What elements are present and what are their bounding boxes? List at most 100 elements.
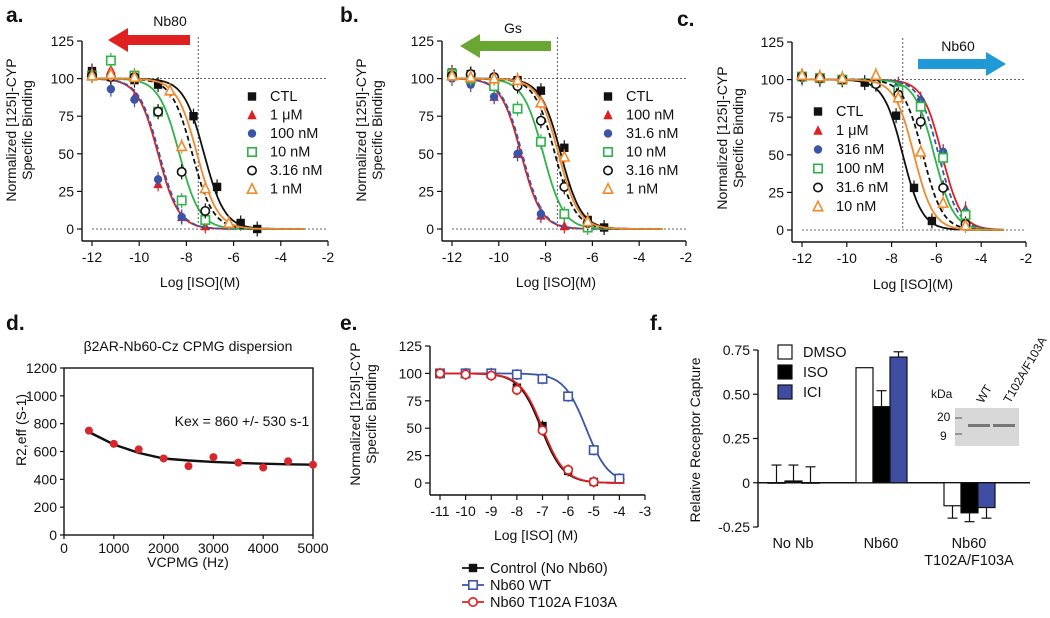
panel-c-series-3-point-5 [915,101,926,112]
panel-e-xtick-label: -4 [613,503,626,519]
panel-a-legend-marker-2 [247,129,257,138]
panel-b-series-5-point-2 [488,71,501,84]
panel-f-bar-0-0 [767,482,786,484]
panel-f-category-label-1: Nb60 [864,536,899,552]
panel-c-xlabel: Log [ISO](M) [873,276,953,292]
panel-a-series-4-point-5 [200,205,211,216]
panel-c-legend-marker-4 [812,182,823,193]
panel-a-xtick-label: -12 [82,249,102,265]
panel-c-series-5-point-2 [836,71,849,84]
panel-c-series-5-point-0 [796,68,808,81]
panel-b-legend-label-1: 100 nM [626,108,674,124]
panel-c-xtick-label: -12 [792,250,812,266]
panel-c-xtick-label: -4 [975,250,988,266]
panel-f-legend-swatch-1 [777,364,793,380]
panel-b-series-4-point-4 [535,115,546,126]
panel-b-xtick-label: -4 [633,249,646,265]
panel-d-point-9 [309,460,317,469]
panel-f-bar-1-2 [889,356,908,484]
panel-b-ytick-label: 125 [411,33,435,49]
panel-b-curve-5 [452,77,663,230]
panel-a-series-0-point-5 [212,182,222,192]
panel-a-series-0-point-4 [189,112,198,121]
panel-e-ytick-label: 50 [406,420,422,436]
panel-b-xtick-label: -2 [680,249,693,265]
panel-b-series-2-point-4 [536,209,546,219]
blot-kda-label: kDa [931,387,953,401]
panel-c-legend-label-1: 1 μM [836,123,869,139]
panel-e-series-2-point-0 [434,368,445,379]
panel-c-legend-label-2: 316 nM [836,142,884,158]
panel-c-legend-marker-0 [813,107,823,116]
panel-b-series-5-point-3 [511,73,524,86]
panel-a-chart: 0 25 50 75 100 125 -12 -10 -8 -6 -4 -2 CTL 1 μM 100 nM… [51,33,335,265]
panel-b-letter: b. [340,4,359,27]
panel-b-xlabel: Log [ISO](M) [516,274,596,290]
panel-c-chart: 0 25 50 75 100 125 -12 -10 -8 -6 -4 -2 CTL 1 μM 316 nM… [761,34,1033,266]
panel-d-ytick-label: 800 [34,416,58,432]
panel-e-series-1-point-6 [588,445,599,456]
panel-e-series-2-point-3 [511,384,522,395]
panel-d-ytick-label: 600 [34,444,58,460]
panel-e-xtick-label: -8 [511,503,524,519]
panel-d-point-4 [184,462,193,471]
panel-c-series-0-point-3 [860,78,869,87]
panel-f-legend-label-0: DMSO [803,345,847,361]
panel-a-series-2-point-4 [177,212,186,222]
panel-c-ytick-label: 125 [761,34,785,50]
panel-d-point-0 [84,426,93,435]
panel-e: Normalized [125I]-CYP Specific Binding L… [347,342,578,543]
panel-a-legend-label-2: 100 nM [270,126,318,142]
panel-e-curve-1 [440,372,625,481]
panel-c-series-5-point-3 [869,68,882,81]
panel-e-legend-marker-2 [467,596,478,607]
panel-d-xtick-label: 0 [60,540,68,556]
blot-band-mut [993,424,1015,427]
panel-d-letter: d. [6,312,25,335]
panel-c-legend-marker-2 [813,145,823,154]
panel-e-xtick-label: -9 [485,503,498,519]
panel-c-arrow-right [918,52,1006,76]
panel-c-series-5-point-4 [892,90,905,103]
panel-b-series-5-point-4 [534,95,547,108]
panel-b-xtick-label: -10 [489,249,509,265]
panel-f-bar-2-1 [960,482,979,514]
panel-c-legend-marker-3 [812,163,823,174]
panel-b-legend-marker-3 [602,147,613,158]
panel-d-point-2 [134,445,143,454]
panel-f-bar-2-2 [977,482,996,509]
panel-f-bar-1-0 [855,367,874,484]
panel-a-xtick-label: -6 [227,249,240,265]
panel-c-legend-marker-5 [812,199,824,212]
panel-b-series-1-point-5 [559,220,570,231]
panel-a-legend-marker-4 [247,165,258,176]
panel-a-ylabel-1: Normalized [125I]-CYP [3,58,19,201]
panel-a-xtick-label: -2 [322,249,335,265]
panel-e-legend-label-1: Nb60 WT [490,578,551,594]
panel-a-xtick-label: -4 [275,249,288,265]
panel-e-xlabel: Log [ISO] (M) [494,527,578,543]
panel-a-ytick-label: 125 [51,33,75,49]
panel-a-series-5-point-0 [86,68,98,81]
panel-b-series-5-point-1 [464,70,477,83]
panel-a-legend-label-5: 1 nM [270,182,302,198]
panel-c-legend-label-0: CTL [836,104,863,120]
panel-c-series-5-point-6 [937,195,950,208]
panel-e-xtick-label: -5 [588,503,601,519]
panel-d-title: β2AR-Nb60-Cz CPMG dispersion [84,338,293,354]
panel-b-ytick-label: 100 [411,71,435,87]
panel-f-ylabel: Relative Receptor Capture [687,357,703,522]
panel-e-series-1-point-7 [614,473,625,484]
panel-b-ytick-label: 50 [418,146,434,162]
panel-c-legend-label-5: 10 nM [836,199,876,215]
panel-a-xlabel: Log [ISO](M) [160,274,240,290]
panel-a-ylabel-2: Specific Binding [19,80,35,180]
panel-f-category-label-2: T102A/F103A [924,553,1014,569]
blot-marker-20: 20 [937,410,951,424]
panel-e-ytick-label: 25 [406,448,422,464]
panel-a-legend-marker-1 [247,109,257,120]
panel-e-xtick-label: -7 [536,503,549,519]
panel-e-series-2-point-5 [563,464,574,475]
panel-f-letter: f. [650,312,663,335]
